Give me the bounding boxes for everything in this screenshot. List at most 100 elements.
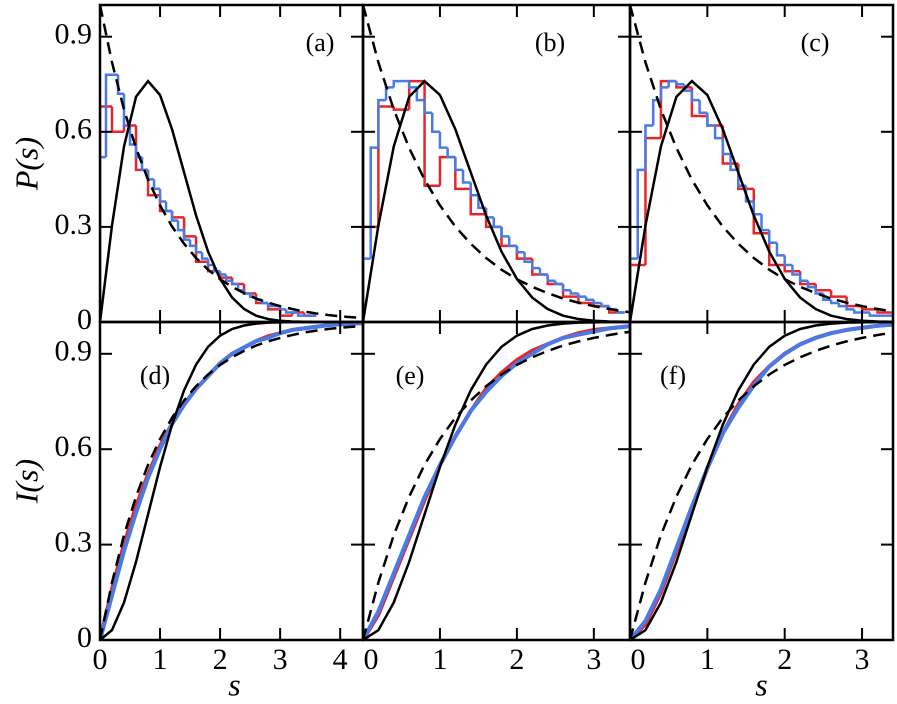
hist-step	[158, 188, 167, 203]
hist-step	[182, 217, 197, 238]
hist-step	[461, 169, 471, 184]
hist-step	[659, 79, 677, 139]
panel-label: (e)	[396, 361, 425, 390]
hist-step	[806, 280, 816, 289]
x-axis-label: s	[755, 666, 767, 702]
hist-step	[500, 226, 510, 238]
hist-step	[546, 274, 556, 283]
y-tick-label: 0.6	[55, 430, 93, 463]
hist-step	[554, 280, 564, 286]
y-tick-label: 0.9	[55, 18, 93, 51]
hist-step	[164, 201, 173, 213]
x-tick-label: 2	[777, 643, 792, 676]
hist-step	[837, 302, 847, 308]
hist-step	[644, 124, 654, 170]
x-tick-label: 0	[93, 643, 108, 676]
panel-frame	[628, 320, 895, 642]
panel-label: (f)	[660, 361, 686, 390]
plot-area	[363, 5, 630, 322]
panel-label: (a)	[306, 28, 335, 57]
curve	[630, 5, 893, 313]
hist-step	[242, 283, 257, 295]
hist-step	[690, 90, 700, 102]
curve	[630, 331, 893, 640]
hist-step	[698, 100, 708, 115]
panel-label: (d)	[140, 361, 170, 390]
y-tick-label: 0.9	[55, 335, 93, 368]
hist-step	[454, 157, 464, 172]
hist-step	[423, 100, 433, 115]
hist-step	[230, 280, 239, 286]
y-tick-label: 0.3	[55, 525, 93, 558]
hist-step	[194, 245, 203, 254]
x-tick-label: 2	[213, 643, 228, 676]
hist-step	[296, 312, 305, 317]
hist-step	[783, 255, 793, 267]
y-tick-label: 0	[77, 303, 92, 336]
hist-step	[667, 79, 677, 88]
hist-step	[369, 146, 379, 259]
hist-step	[515, 245, 525, 254]
hist-step	[706, 112, 716, 127]
hist-step	[829, 299, 839, 305]
hist-step	[775, 242, 785, 257]
hist-step	[423, 81, 440, 187]
hist-step	[206, 258, 215, 267]
plot-area	[100, 322, 363, 640]
hist-step	[140, 157, 149, 172]
hist-step	[176, 220, 185, 232]
x-tick-label: 0	[631, 643, 646, 676]
x-tick-label: 3	[273, 643, 288, 676]
curve	[100, 322, 363, 640]
hist-step	[431, 112, 440, 134]
curve	[363, 79, 630, 322]
hist-step	[492, 217, 502, 229]
hist-step	[561, 283, 571, 292]
hist-step	[170, 211, 179, 222]
x-tick-label: 3	[586, 643, 601, 676]
panel: 0 1 2 3 (f) s	[628, 320, 895, 702]
x-tick-label: 1	[153, 643, 168, 676]
hist-step	[523, 252, 533, 264]
hist-step	[729, 153, 739, 172]
hist-step	[152, 179, 161, 191]
hist-step	[659, 86, 669, 101]
hist-step	[721, 138, 731, 156]
hist-step	[407, 81, 417, 89]
panel: (c)	[628, 3, 895, 324]
hist-step	[538, 268, 548, 276]
hist-step	[600, 302, 610, 308]
hist-step	[630, 257, 638, 322]
hist-step	[188, 239, 197, 248]
x-tick-label: 2	[509, 643, 524, 676]
hist-step	[814, 287, 824, 295]
y-tick-label: 0.6	[55, 113, 93, 146]
curve	[363, 5, 630, 314]
x-tick-label: 1	[432, 643, 447, 676]
hist-step	[146, 169, 155, 181]
y-axis-label: P(s)	[8, 137, 44, 191]
hist-step	[104, 73, 113, 158]
hist-step	[713, 125, 723, 140]
hist-step	[829, 290, 847, 298]
hist-step	[415, 87, 425, 102]
hist-step	[200, 252, 209, 260]
hist-step	[592, 299, 602, 305]
hist-step	[876, 309, 893, 314]
plot-area	[630, 5, 893, 322]
hist-step	[760, 214, 770, 232]
hist-step	[752, 201, 762, 216]
hist-step	[278, 306, 287, 311]
hist-step	[224, 274, 233, 283]
y-tick-label: 0.3	[55, 208, 93, 241]
curve	[100, 79, 363, 322]
hist-step	[577, 293, 587, 298]
panel: 0 0.3 0.6 0.9 0 1 2 3 4 (d) I(s) s	[8, 320, 365, 702]
hist-step	[675, 81, 685, 86]
hist-step	[469, 188, 487, 216]
x-axis-label: s	[228, 666, 240, 702]
hist-step	[569, 290, 579, 295]
hist-step	[636, 168, 646, 259]
hist-step	[100, 105, 113, 322]
